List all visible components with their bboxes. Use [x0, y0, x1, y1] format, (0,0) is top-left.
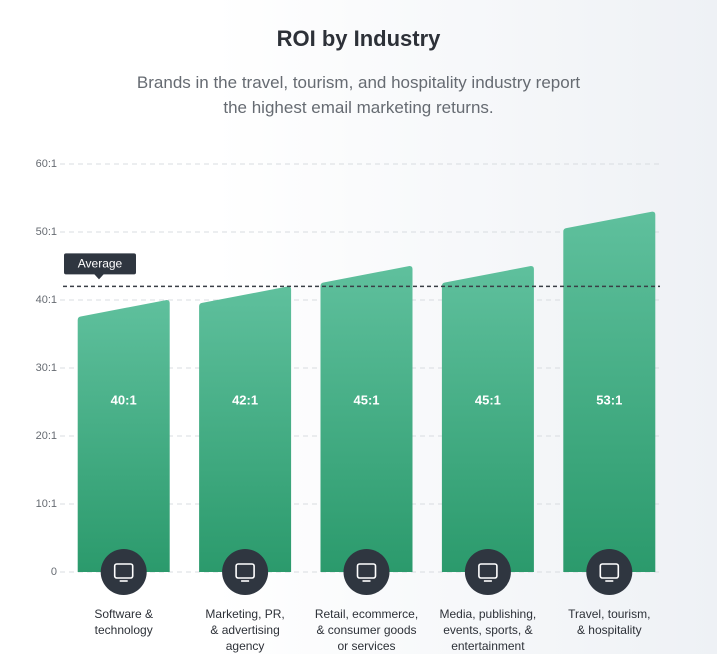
average-label-bg: [64, 253, 136, 275]
y-tick-label: 0: [51, 566, 57, 578]
bar: [441, 266, 534, 572]
category-icon-bg: [464, 549, 511, 595]
x-tick-label: Retail, ecommerce, & consumer goods or s…: [314, 607, 419, 653]
value-label: 40:1: [111, 392, 137, 407]
x-tick-label: Media, publishing, events, sports, & ent…: [439, 607, 537, 653]
value-label: 45:1: [475, 392, 501, 407]
category-icon-bg: [343, 549, 390, 595]
category-icon-bg: [100, 549, 147, 595]
bar: [199, 286, 292, 572]
y-tick-label: 50:1: [36, 226, 57, 238]
category-icon-bg: [222, 549, 269, 595]
average-label-pointer: [94, 273, 104, 280]
value-label: 53:1: [596, 392, 622, 407]
category-icon: [599, 563, 620, 579]
y-tick-label: 40:1: [36, 294, 57, 306]
x-tick-label: Travel, tourism, & hospitality: [568, 607, 651, 637]
category-icon: [478, 563, 498, 579]
category-icon-bg: [586, 549, 633, 595]
value-label: 42:1: [232, 392, 258, 407]
category-icon: [356, 563, 377, 579]
bar: [563, 211, 656, 572]
y-tick-label: 10:1: [36, 498, 57, 510]
x-tick-label: Software & technology: [94, 607, 154, 637]
x-tick-label: Marketing, PR, & advertising agency: [205, 607, 285, 653]
y-tick-label: 60:1: [36, 158, 57, 170]
y-tick-label: 30:1: [36, 362, 57, 374]
value-label: 45:1: [353, 392, 379, 407]
chart-subtitle: Brands in the travel, tourism, and hospi…: [136, 73, 581, 117]
y-tick-label: 20:1: [36, 430, 57, 442]
average-label: Average: [78, 257, 123, 271]
chart-title: ROI by Industry: [276, 26, 441, 51]
category-icon: [113, 563, 134, 579]
category-icon: [235, 563, 255, 579]
bar: [77, 300, 170, 572]
bar: [320, 266, 413, 572]
